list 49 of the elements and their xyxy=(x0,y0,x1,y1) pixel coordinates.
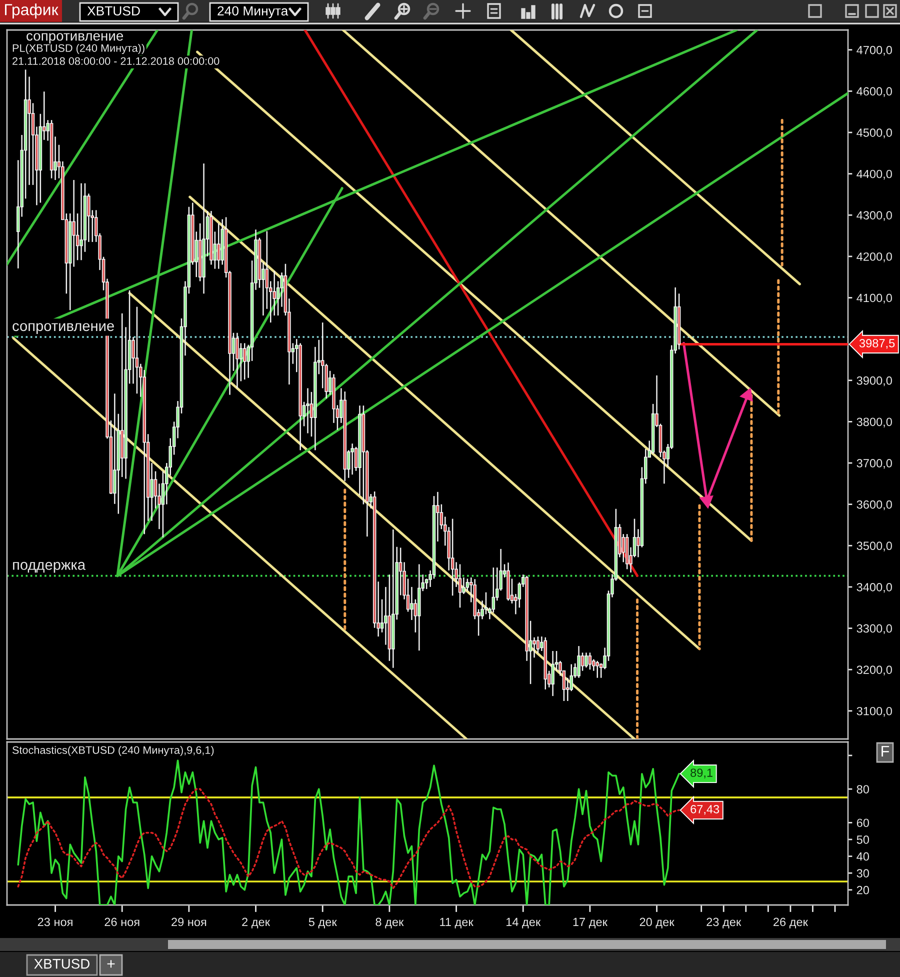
x-tick-label: 23 ноя xyxy=(38,918,72,926)
y-tick-label: 3600,0 xyxy=(856,500,892,510)
y-tick-label: 3800,0 xyxy=(856,418,892,428)
x-tick-label: 20 дек xyxy=(640,918,674,928)
y-tick-label: 20 xyxy=(856,886,870,894)
y-tick-label: 80 xyxy=(856,785,870,794)
y-tick-label: 4600,0 xyxy=(856,87,892,97)
x-tick-label: 23 дек xyxy=(706,918,742,928)
y-tick-label: 4300,0 xyxy=(856,211,892,221)
annotation: сопротивление xyxy=(26,33,124,44)
text: XBTUSD xyxy=(87,6,140,16)
x-tick-label: 2 дек xyxy=(242,918,270,928)
y-tick-label: 60 xyxy=(856,818,870,828)
y-tick-label: 40 xyxy=(856,852,870,861)
y-tick-label: 30 xyxy=(856,869,870,878)
y-tick-label: 3300,0 xyxy=(856,624,892,634)
y-tick-label: 3200,0 xyxy=(856,666,892,676)
x-tick-label: 11 дек xyxy=(440,918,474,928)
text: XBTUSD xyxy=(34,958,90,969)
y-tick-label: 4200,0 xyxy=(856,252,892,262)
text: PL(XBTUSD (240 Минута)) xyxy=(12,44,144,54)
x-tick-label: 29 ноя xyxy=(172,918,206,926)
text: + xyxy=(107,960,115,968)
x-tick-label: 8 дек xyxy=(376,918,404,928)
data-label: 89,1 xyxy=(690,768,712,778)
y-tick-label: 4400,0 xyxy=(856,170,892,180)
x-tick-label: 26 дек xyxy=(774,918,808,928)
y-tick-label: 3700,0 xyxy=(856,459,892,469)
y-tick-label: 3900,0 xyxy=(856,376,892,386)
y-tick-label: 4700,0 xyxy=(856,46,892,56)
x-tick-label: 14 дек xyxy=(506,918,541,928)
text: 240 Минута xyxy=(218,6,288,18)
ref-line-label: сопротивление xyxy=(12,323,114,334)
text: График xyxy=(5,4,58,18)
y-tick-label: 3400,0 xyxy=(856,582,892,593)
x-tick-label: 26 ноя xyxy=(104,918,140,926)
y-tick-label: 4100,0 xyxy=(856,294,892,304)
y-tick-label: 4500,0 xyxy=(856,128,892,138)
x-tick-label: 5 дек xyxy=(308,918,337,928)
data-label: 67,43 xyxy=(690,804,720,815)
chart-title: Stochastics(XBTUSD (240 Минута),9,6,1) xyxy=(12,746,214,756)
text: 21.11.2018 08:00:00 - 21.12.2018 00:00:00 xyxy=(12,57,220,65)
y-tick-label: 3100,0 xyxy=(856,706,892,717)
ref-line-label: поддержка xyxy=(13,562,86,573)
y-tick-label: 50 xyxy=(856,836,870,844)
x-tick-label: 17 дек xyxy=(573,918,608,928)
data-label: 3987,5 xyxy=(859,339,895,349)
y-tick-label: 3500,0 xyxy=(856,542,892,552)
text: F xyxy=(882,746,890,756)
